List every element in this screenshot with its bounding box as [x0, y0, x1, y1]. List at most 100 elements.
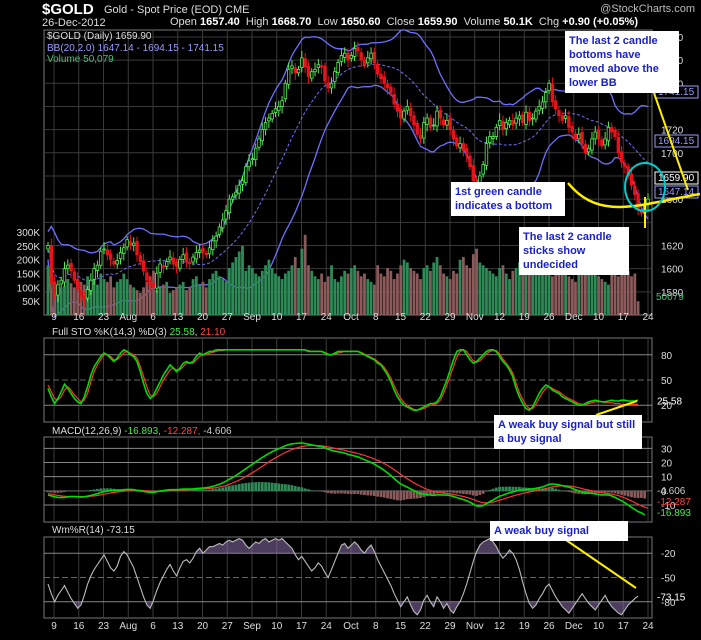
candle-body — [616, 137, 621, 154]
volume-bar — [194, 276, 198, 315]
macd-histogram-bar — [185, 490, 188, 491]
volume-bar — [376, 265, 380, 315]
candle-body — [511, 119, 515, 126]
macd-histogram-bar — [260, 482, 264, 491]
candle-body — [72, 271, 77, 281]
candle-body — [596, 129, 601, 140]
x-tick-label: Oct — [343, 621, 359, 632]
candle-body — [504, 122, 508, 130]
macd-histogram-bar — [194, 489, 198, 491]
candle-body — [517, 115, 522, 120]
macd-legend: MACD(12,26,9) -16.893, -12.287, -4.606 — [52, 426, 232, 437]
volume-bar — [313, 276, 317, 315]
macd-histogram-bar — [300, 487, 304, 491]
volume-bar — [132, 287, 136, 315]
candle-body — [273, 108, 278, 113]
volume-bar — [204, 287, 208, 315]
volume-bar — [333, 279, 337, 315]
candle-body — [95, 264, 100, 271]
candle-body — [425, 117, 429, 125]
macd-histogram-bar — [481, 490, 485, 494]
volume-bar — [102, 279, 106, 315]
volume-bar — [435, 256, 439, 315]
macd-histogram-bar — [630, 490, 633, 498]
volume-bar — [175, 287, 178, 315]
candle-body — [296, 68, 301, 74]
volume-bar — [158, 287, 162, 315]
candle-body — [395, 103, 400, 112]
candle-body — [356, 47, 360, 52]
candle-body — [227, 198, 232, 213]
candle-body — [343, 52, 347, 58]
macd-histogram-bar — [66, 490, 70, 492]
volume-bar — [231, 262, 234, 315]
right-value-label: 1659.90 — [658, 173, 695, 184]
volume-bar — [481, 265, 485, 315]
volume-last-label: 50079 — [656, 292, 684, 303]
x-tick-label: 12 — [494, 621, 506, 632]
candle-body — [455, 137, 459, 147]
volume-bar — [521, 265, 525, 315]
candle-body — [135, 240, 139, 256]
macd-histogram-bar — [237, 484, 241, 491]
macd-histogram-bar — [267, 482, 271, 491]
volume-bar — [340, 276, 343, 315]
candle-body — [593, 131, 597, 140]
candle-body — [158, 263, 162, 273]
bottom-curve-arrow — [567, 182, 701, 209]
candle-body — [66, 264, 70, 270]
candle-body — [527, 111, 532, 121]
volume-bar — [541, 268, 544, 315]
candle-body — [293, 67, 297, 74]
volume-bar — [475, 248, 478, 315]
macd-histogram-bar — [86, 490, 89, 492]
candle-body — [537, 106, 541, 111]
chart-header: $GOLD Gold - Spot Price (EOD) CME @Stock… — [0, 0, 701, 30]
candle-body — [280, 100, 284, 107]
x-tick-label: 16 — [73, 621, 85, 632]
volume-bar — [112, 287, 116, 315]
x-tick-label: Aug — [119, 312, 137, 323]
volume-bar — [547, 273, 551, 315]
candle-body — [69, 262, 73, 272]
x-tick-label: 17 — [618, 621, 630, 632]
volume-bar — [96, 284, 99, 315]
volume-bar — [429, 270, 432, 315]
macd-histogram-bar — [369, 490, 373, 496]
x-tick-label: 26 — [543, 621, 555, 632]
macd-histogram-bar — [227, 485, 231, 491]
oscillator-tick-label: 80 — [661, 351, 673, 362]
volume-bar — [148, 276, 152, 315]
volume-bar — [567, 276, 571, 315]
volume-bar — [323, 281, 327, 315]
candle-body — [369, 52, 373, 60]
volume-bar — [603, 281, 607, 315]
x-tick-label: Nov — [466, 312, 484, 323]
macd-histogram-bar — [626, 490, 630, 497]
candle-body — [501, 120, 505, 131]
bb-annotation: The last 2 candle bottoms have moved abo… — [565, 31, 679, 93]
macd-histogram-bar — [53, 490, 56, 493]
bottom-annotation: 1st green candle indicates a bottom — [451, 182, 565, 216]
volume-bar — [554, 268, 558, 315]
volume-bar — [524, 268, 528, 315]
macd-histogram-bar — [303, 488, 307, 491]
x-tick-label: Dec — [565, 312, 583, 323]
last-candles-circle — [624, 162, 666, 212]
volume-bar — [382, 276, 386, 315]
macd-histogram-bar — [574, 490, 577, 494]
candle-body — [610, 126, 614, 133]
candle-body — [303, 58, 307, 68]
bollinger-middle-band — [47, 63, 649, 282]
macd-histogram-bar — [554, 488, 558, 491]
macd-histogram-bar — [518, 486, 521, 491]
volume-bar — [527, 270, 531, 315]
volume-bar — [129, 284, 132, 315]
symbol-title: $GOLD — [42, 1, 94, 18]
volume-bar — [330, 265, 333, 315]
volume-bar — [600, 279, 604, 315]
volume-bar — [277, 276, 281, 315]
candle-body — [99, 250, 103, 266]
volume-bar — [574, 281, 577, 315]
